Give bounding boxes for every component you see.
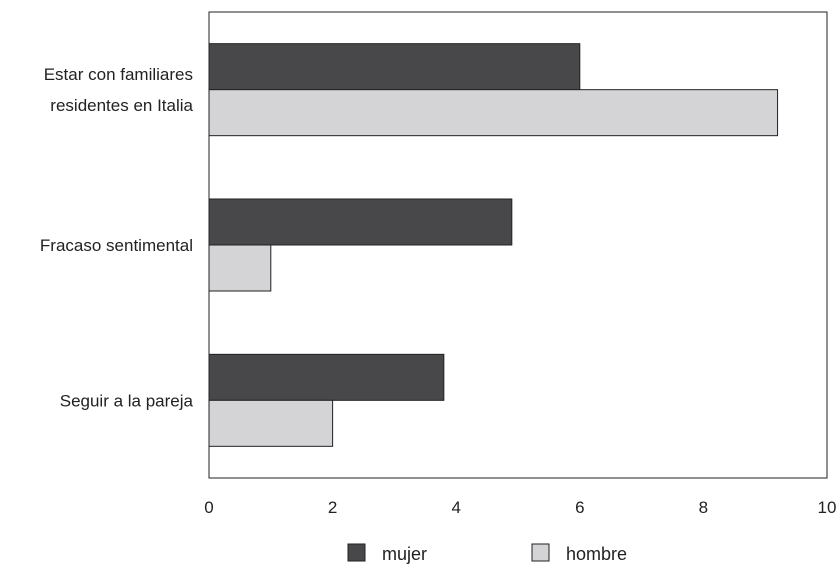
bar-hombre-fracaso-sentimental — [208, 244, 272, 292]
bars-layer — [208, 43, 779, 447]
x-axis-ticks: 0 2 4 6 8 10 — [204, 498, 836, 517]
x-tick-label: 8 — [699, 498, 708, 517]
x-tick-label: 4 — [451, 498, 460, 517]
category-label: Estar con familiares — [44, 65, 193, 84]
bar-hombre-seguir-a-la-pareja — [208, 399, 334, 447]
x-tick-label: 6 — [575, 498, 584, 517]
x-tick-label: 10 — [818, 498, 837, 517]
category-labels: Estar con familiares residentes en Italia… — [40, 65, 194, 410]
legend-label-mujer: mujer — [382, 544, 427, 564]
category-label: Fracaso sentimental — [40, 236, 193, 255]
bar-hombre-estar-con-familiares-residentes-en-italia — [208, 89, 779, 137]
category-label: residentes en Italia — [50, 96, 193, 115]
legend-swatch-mujer — [347, 543, 366, 562]
legend-swatch-hombre — [531, 543, 550, 562]
legend: mujer hombre — [347, 543, 627, 564]
category-label: Seguir a la pareja — [60, 391, 194, 410]
bar-mujer-seguir-a-la-pareja — [208, 353, 445, 401]
plot-frame — [208, 11, 828, 479]
x-tick-label: 0 — [204, 498, 213, 517]
legend-label-hombre: hombre — [566, 544, 627, 564]
bar-mujer-fracaso-sentimental — [208, 198, 513, 246]
bar-mujer-estar-con-familiares-residentes-en-italia — [208, 43, 581, 91]
x-tick-label: 2 — [328, 498, 337, 517]
